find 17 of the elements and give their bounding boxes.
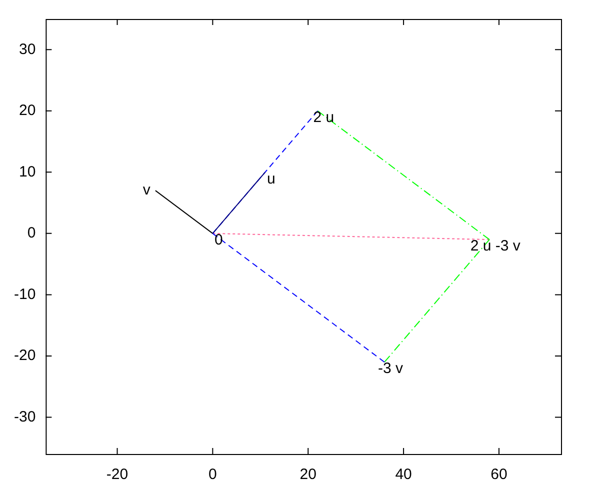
x-tick-label: 0: [208, 466, 217, 484]
y-tick-label: -10: [14, 286, 36, 303]
annotation: 2 u -3 v: [470, 238, 521, 255]
annotation: 0: [214, 232, 223, 249]
annotation: -3 v: [378, 360, 404, 378]
annotation: v: [142, 182, 151, 199]
y-tick-label: 20: [18, 102, 36, 120]
y-tick-label: 10: [18, 163, 36, 180]
y-tick-label: 0: [27, 224, 36, 242]
y-tick-label: -20: [14, 347, 36, 364]
x-tick-label: 60: [490, 466, 508, 484]
x-tick-label: -20: [106, 466, 128, 484]
annotation: u: [266, 170, 276, 188]
y-tick-label: -30: [14, 408, 36, 426]
y-tick-label: 30: [18, 40, 36, 58]
x-tick-label: 20: [300, 466, 316, 484]
x-tick-label: 40: [395, 466, 412, 484]
